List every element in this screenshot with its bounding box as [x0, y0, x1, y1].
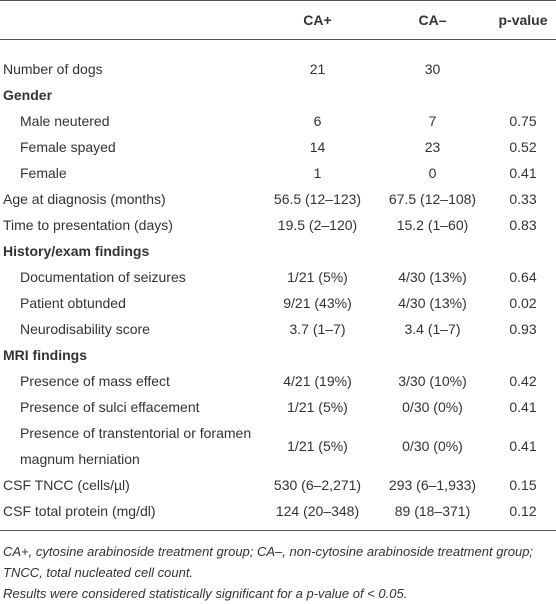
header-cell [0, 0, 260, 40]
cell: 9/21 (43%) [283, 295, 352, 311]
footnote: CA+, cytosine arabinoside treatment grou… [3, 544, 534, 580]
cell: 89 (18–371) [394, 503, 471, 519]
cell: 23 [424, 139, 441, 155]
cell: 15.2 (1–60) [396, 217, 469, 233]
cell: 21 [309, 61, 326, 77]
section-label: Gender [3, 87, 53, 103]
cell: 3/30 (10%) [398, 373, 467, 389]
cell: 3.7 (1–7) [289, 321, 346, 337]
section-row: History/exam findings [0, 238, 556, 264]
section-label: History/exam findings [3, 243, 150, 259]
table-row: Neurodisability score 3.7 (1–7) 3.4 (1–7) 0… [0, 316, 556, 342]
cell: 0.41 [509, 165, 537, 181]
row-label: Number of dogs [3, 61, 103, 77]
header-cell: CA+ [260, 0, 375, 40]
cell: 0.75 [509, 113, 537, 129]
table-row: Female spayed 14 23 0.52 [0, 134, 556, 160]
cell: 0.93 [509, 321, 537, 337]
row-label: Male neutered [20, 113, 110, 129]
table-row: Number of dogs 21 30 [0, 40, 556, 83]
row-label: Patient obtunded [20, 295, 126, 311]
cell: 0.83 [509, 217, 537, 233]
table-row: Time to presentation (days) 19.5 (2–120) 1… [0, 212, 556, 238]
row-label: Presence of transtentorial or foramen ma… [20, 425, 252, 467]
table-row: CSF TNCC (cells/µl) 530 (6–2,271) 293 (6–1… [0, 472, 556, 498]
header-cell: CA– [375, 0, 490, 40]
cell: 0.52 [509, 139, 537, 155]
row-label: Presence of mass effect [20, 373, 170, 389]
cell: 0.42 [509, 373, 537, 389]
table-head: CA+ CA– p-value [0, 0, 556, 40]
cell [490, 40, 556, 83]
row-label: CSF total protein (mg/dl) [3, 503, 156, 519]
cell: 1/21 (5%) [287, 399, 348, 415]
row-label: Documentation of seizures [20, 269, 186, 285]
cell: 67.5 (12–108) [388, 191, 477, 207]
row-label: Age at diagnosis (months) [3, 191, 166, 207]
cell: 1/21 (5%) [287, 269, 348, 285]
cell: 6 [313, 113, 322, 129]
table-body: Number of dogs 21 30 Gender Male neutered 6 7 0… [0, 40, 556, 531]
cell: 1 [313, 165, 322, 181]
table-row: Patient obtunded 9/21 (43%) 4/30 (13%) 0.02 [0, 290, 556, 316]
cell: 0.12 [509, 503, 537, 519]
table-row: Age at diagnosis (months) 56.5 (12–123) 67… [0, 186, 556, 212]
row-label: Neurodisability score [20, 321, 150, 337]
cell: 124 (20–348) [275, 503, 360, 519]
cell: 0/30 (0%) [402, 399, 463, 415]
cell: 4/30 (13%) [398, 269, 467, 285]
cell: 30 [424, 61, 441, 77]
row-label: CSF TNCC (cells/µl) [3, 477, 130, 493]
header-cell: p-value [490, 0, 556, 40]
cell: 14 [309, 139, 326, 155]
header-row: CA+ CA– p-value [0, 0, 556, 40]
row-label: Female [20, 165, 67, 181]
table-row: Presence of mass effect 4/21 (19%) 3/30 (1… [0, 368, 556, 394]
table-row: Presence of sulci effacement 1/21 (5%) 0/3… [0, 394, 556, 420]
cell: 1/21 (5%) [287, 438, 348, 454]
cell: 0/30 (0%) [402, 438, 463, 454]
table-row: Presence of transtentorial or foramen ma… [0, 420, 556, 472]
cell: 19.5 (2–120) [277, 217, 358, 233]
footnotes: CA+, cytosine arabinoside treatment grou… [0, 531, 556, 604]
cell: 0.15 [509, 477, 537, 493]
cell: 7 [428, 113, 437, 129]
cell: 0.41 [509, 399, 537, 415]
cell: 0.41 [509, 438, 537, 454]
table-row: Documentation of seizures 1/21 (5%) 4/30 (… [0, 264, 556, 290]
row-label: Female spayed [20, 139, 116, 155]
cell: 0.02 [509, 295, 537, 311]
table-row: CSF total protein (mg/dl) 124 (20–348) 89 … [0, 498, 556, 531]
cell: 0.64 [509, 269, 537, 285]
table-row: Male neutered 6 7 0.75 [0, 108, 556, 134]
cell: 293 (6–1,933) [388, 477, 477, 493]
section-row: MRI findings [0, 342, 556, 368]
section-row: Gender [0, 82, 556, 108]
cell: 56.5 (12–123) [273, 191, 362, 207]
cell: 4/21 (19%) [283, 373, 352, 389]
row-label: Presence of sulci effacement [20, 399, 200, 415]
cell: 0.33 [509, 191, 537, 207]
cell: 3.4 (1–7) [404, 321, 461, 337]
footnote: Results were considered statistically si… [3, 586, 408, 601]
cell: 4/30 (13%) [398, 295, 467, 311]
section-label: MRI findings [3, 347, 87, 363]
data-table: CA+ CA– p-value Number of dogs 21 30 Gender… [0, 0, 556, 531]
row-label: Time to presentation (days) [3, 217, 173, 233]
table-row: Female 1 0 0.41 [0, 160, 556, 186]
cell: 0 [428, 165, 437, 181]
cell: 530 (6–2,271) [273, 477, 362, 493]
